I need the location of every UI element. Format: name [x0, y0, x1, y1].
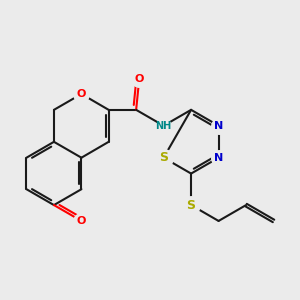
- Text: O: O: [77, 216, 86, 226]
- Text: O: O: [77, 89, 86, 99]
- Text: NH: NH: [155, 121, 172, 131]
- Text: S: S: [159, 151, 168, 164]
- Text: S: S: [187, 199, 196, 212]
- Text: N: N: [214, 153, 223, 163]
- Text: O: O: [134, 74, 144, 84]
- Text: N: N: [214, 121, 223, 131]
